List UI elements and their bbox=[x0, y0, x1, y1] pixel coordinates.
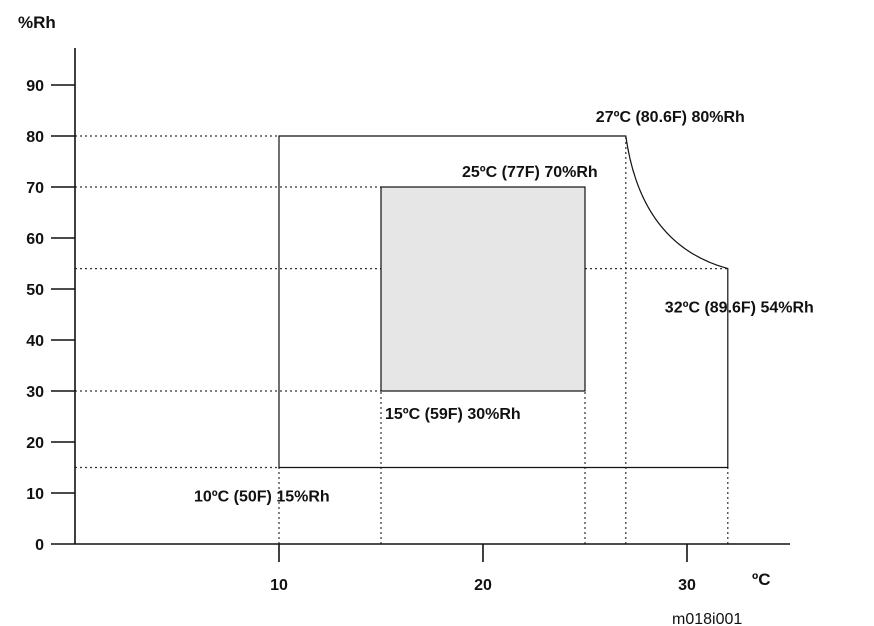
x-axis-label: ºC bbox=[752, 570, 771, 589]
annotation-3: 32ºC (89.6F) 54%Rh bbox=[665, 300, 814, 317]
axes bbox=[74, 48, 790, 545]
y-tick-label-0: 0 bbox=[35, 537, 44, 554]
annotation-2: 25ºC (77F) 70%Rh bbox=[462, 164, 598, 181]
y-tick-label-90: 90 bbox=[26, 78, 44, 95]
region-recommended bbox=[380, 186, 586, 392]
annotation-5: 10ºC (50F) 15%Rh bbox=[194, 489, 330, 506]
annotation-4: 15ºC (59F) 30%Rh bbox=[385, 406, 521, 423]
annotations: 27ºC (80.6F) 80%Rh 25ºC (77F) 70%Rh 32ºC (… bbox=[194, 109, 814, 506]
x-tick-label-30: 30 bbox=[678, 577, 696, 594]
y-tick-label-20: 20 bbox=[26, 435, 44, 452]
y-axis-label: %Rh bbox=[18, 13, 56, 32]
regions bbox=[278, 135, 729, 469]
x-tick-label-10: 10 bbox=[270, 577, 288, 594]
ticks: 0 10 20 30 40 50 60 70 80 90 10 20 30 bbox=[26, 78, 696, 594]
annotation-1: 27ºC (80.6F) 80%Rh bbox=[596, 109, 745, 126]
y-tick-label-10: 10 bbox=[26, 486, 44, 503]
y-tick-label-60: 60 bbox=[26, 231, 44, 248]
region-operating bbox=[278, 135, 729, 469]
y-tick-label-40: 40 bbox=[26, 333, 44, 350]
y-tick-label-50: 50 bbox=[26, 282, 44, 299]
y-tick-label-80: 80 bbox=[26, 129, 44, 146]
figure-id: m018i001 bbox=[672, 611, 742, 626]
y-tick-label-70: 70 bbox=[26, 180, 44, 197]
x-tick-label-20: 20 bbox=[474, 577, 492, 594]
y-tick-label-30: 30 bbox=[26, 384, 44, 401]
